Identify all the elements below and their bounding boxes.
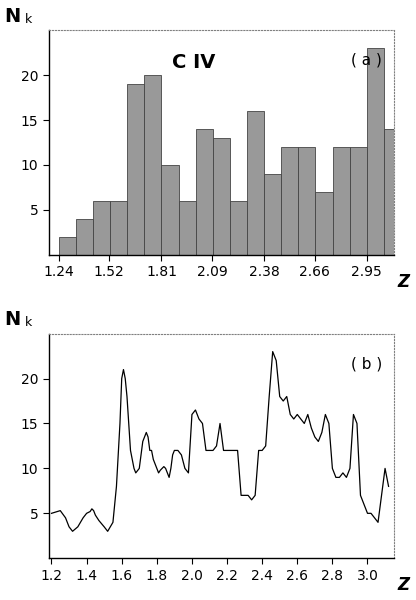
Text: k: k [25, 13, 32, 26]
Bar [110, 201, 127, 255]
Bar [315, 192, 332, 255]
Bar [178, 201, 196, 255]
Text: ( a ): ( a ) [351, 53, 381, 68]
Bar [298, 147, 315, 255]
Bar [76, 219, 93, 255]
Bar [401, 156, 416, 255]
Bar [59, 237, 76, 255]
Text: ( b ): ( b ) [351, 356, 382, 371]
Bar [93, 201, 110, 255]
Text: Z: Z [397, 273, 409, 291]
Bar [127, 84, 144, 255]
Bar [367, 48, 384, 255]
Text: N: N [4, 310, 20, 329]
Bar [281, 147, 298, 255]
Text: k: k [25, 316, 32, 329]
Bar [161, 165, 178, 255]
Bar [247, 111, 264, 255]
Text: C IV: C IV [172, 53, 215, 71]
Bar [230, 201, 247, 255]
Text: N: N [4, 7, 20, 26]
Bar [384, 129, 401, 255]
Bar [213, 138, 230, 255]
Bar [264, 174, 281, 255]
Bar [196, 129, 213, 255]
Bar [350, 147, 367, 255]
Bar [332, 147, 350, 255]
Text: Z: Z [397, 576, 409, 594]
Bar [144, 75, 161, 255]
